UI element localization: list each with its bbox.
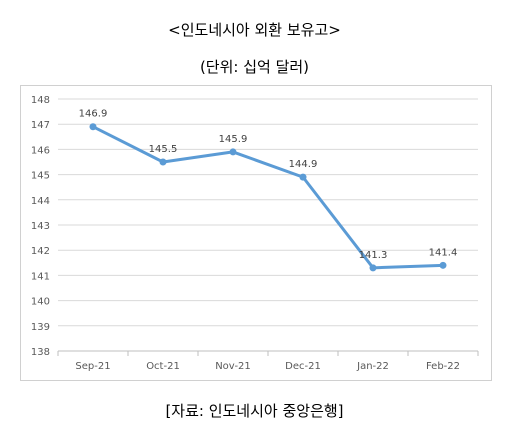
data-label: 141.3 [359,250,388,261]
data-label: 141.4 [429,247,458,258]
series-line [92,125,444,270]
y-tick-label: 145 [31,171,50,182]
data-point [369,264,377,272]
data-label: 145.9 [219,134,248,145]
y-tick-label: 140 [31,297,50,308]
line-chart: 138 139 140 141 142 143 144 145 146 147 148 Sep-21 O… [31,95,479,372]
y-tick-label: 139 [31,322,50,333]
y-tick-label: 146 [31,145,50,156]
source-note: [자료: 인도네시아 중앙은행] [165,402,344,420]
chart-subtitle: (단위: 십억 달러) [199,58,310,76]
y-tick-label: 141 [31,271,50,282]
data-point [439,261,447,269]
data-point [89,123,97,131]
y-tick-label: 143 [31,221,50,232]
y-tick-label: 142 [31,246,50,257]
x-tick-label: Feb-22 [426,361,460,372]
data-label: 145.5 [149,144,178,155]
x-tick-label: Sep-21 [75,361,110,372]
y-tick-label: 144 [31,196,50,207]
x-tick-label: Dec-21 [285,361,321,372]
x-tick-label: Jan-22 [356,361,389,372]
chart-title: <인도네시아 외환 보유고> [168,21,341,39]
y-tick-label: 148 [31,95,50,106]
y-tick-label: 147 [31,120,50,131]
data-point [229,148,237,156]
data-label: 146.9 [79,109,108,120]
data-point [159,158,167,166]
chart-frame [20,85,492,381]
x-tick-label: Oct-21 [146,361,180,372]
data-label: 144.9 [289,159,318,170]
data-point [299,173,307,181]
x-tick-label: Nov-21 [215,361,251,372]
y-tick-label: 138 [31,347,50,358]
